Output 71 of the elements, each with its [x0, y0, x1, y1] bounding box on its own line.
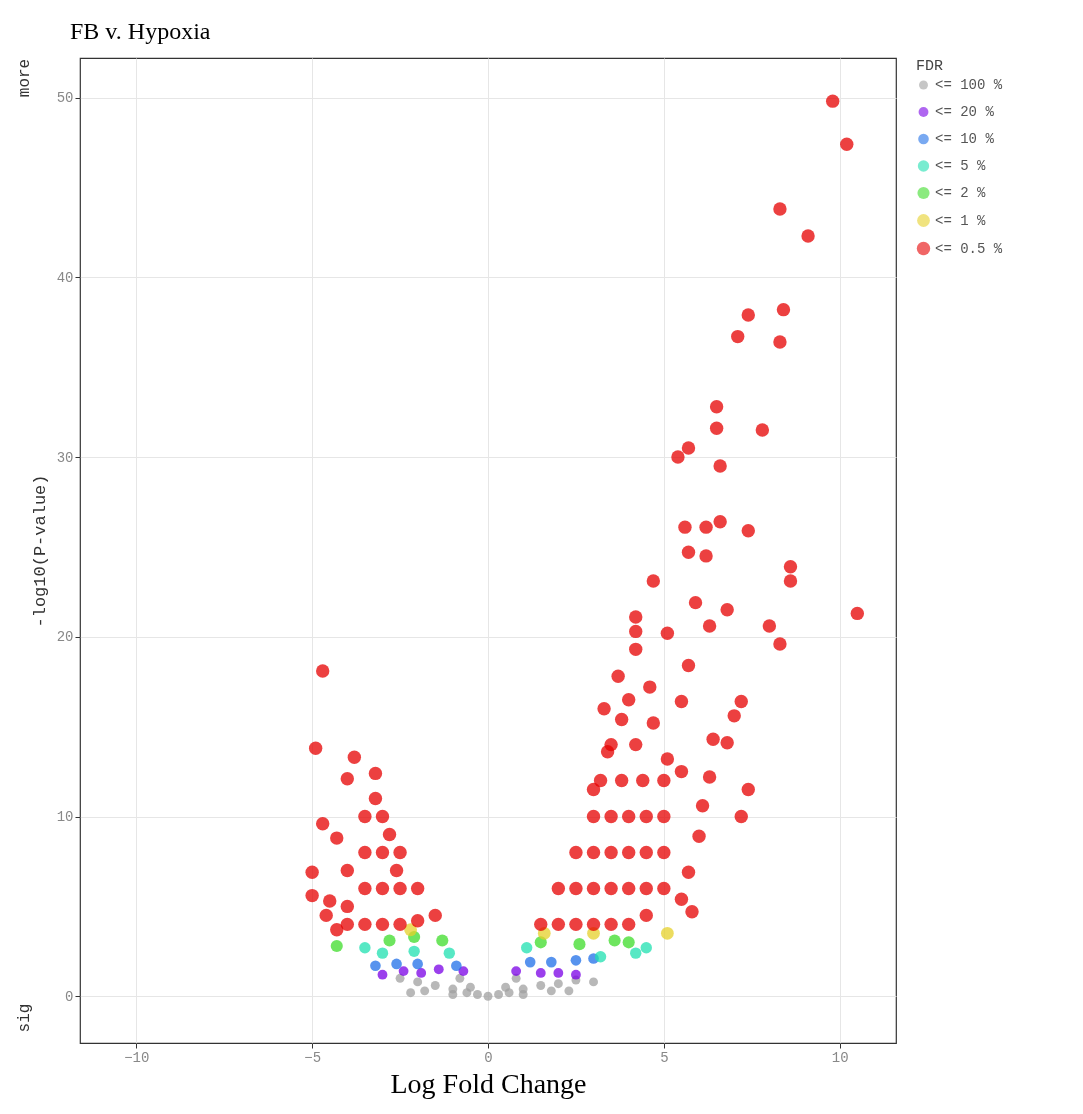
legend-label: <= 2 %	[935, 185, 987, 201]
point	[330, 939, 343, 952]
point	[398, 966, 409, 977]
point	[524, 956, 536, 968]
point	[520, 942, 533, 954]
point	[383, 934, 396, 947]
point	[546, 986, 556, 996]
y-tick-label: 50	[56, 90, 74, 107]
point	[494, 990, 504, 999]
point	[535, 967, 546, 978]
point	[501, 982, 511, 992]
point	[376, 947, 389, 959]
point	[443, 947, 456, 959]
point	[571, 969, 581, 980]
point	[536, 981, 546, 990]
x-tick-label: −10	[124, 1049, 150, 1066]
legend-label: <= 100 %	[935, 77, 1003, 93]
point	[406, 988, 416, 998]
point	[553, 967, 564, 978]
y-tick-label: 30	[56, 449, 74, 466]
text: sig	[16, 1003, 34, 1033]
y-tick-label: 10	[56, 809, 74, 826]
point	[622, 936, 635, 949]
y-tick-label: 40	[56, 269, 74, 286]
point	[420, 986, 430, 996]
point	[608, 934, 621, 947]
chart-title: FB v. Hypoxia	[70, 18, 211, 44]
point	[370, 960, 381, 972]
point	[564, 986, 574, 996]
point	[448, 990, 458, 999]
x-tick-label: 10	[831, 1049, 849, 1066]
y-axis-title: -log10(P-value)	[30, 474, 50, 628]
point	[413, 977, 423, 987]
point	[511, 966, 522, 977]
point	[377, 969, 388, 980]
x-tick-label: 0	[484, 1049, 493, 1066]
point	[412, 958, 423, 970]
point	[483, 991, 493, 1001]
point	[570, 955, 582, 966]
legend-label: <= 20 %	[935, 104, 995, 120]
point	[545, 956, 557, 968]
point	[451, 960, 462, 972]
legend-title: FDR	[916, 58, 944, 75]
point	[589, 977, 598, 987]
x-tick-label: 5	[660, 1049, 669, 1066]
legend-label: <= 5 %	[935, 158, 987, 174]
point	[660, 926, 674, 940]
point	[553, 979, 563, 989]
point	[416, 967, 427, 978]
text: more	[16, 58, 34, 98]
y-tick-label: 20	[56, 629, 74, 646]
point	[408, 945, 420, 958]
legend-label: <= 0.5 %	[935, 240, 1003, 257]
point	[359, 942, 371, 954]
legend-label: <= 10 %	[935, 131, 995, 147]
point	[594, 951, 607, 963]
point	[472, 990, 482, 999]
point	[458, 966, 469, 977]
y-tick-label: 0	[65, 988, 74, 1005]
point	[630, 947, 642, 959]
legend-label: <= 1 %	[935, 212, 987, 229]
point	[640, 942, 652, 954]
point	[518, 990, 528, 999]
point	[573, 938, 586, 951]
x-tick-label: −5	[304, 1049, 322, 1066]
point	[465, 982, 475, 992]
point	[430, 981, 440, 990]
point	[391, 958, 402, 970]
x-axis-title: Log Fold Change	[390, 1067, 587, 1099]
point	[433, 964, 444, 975]
point	[436, 934, 449, 947]
